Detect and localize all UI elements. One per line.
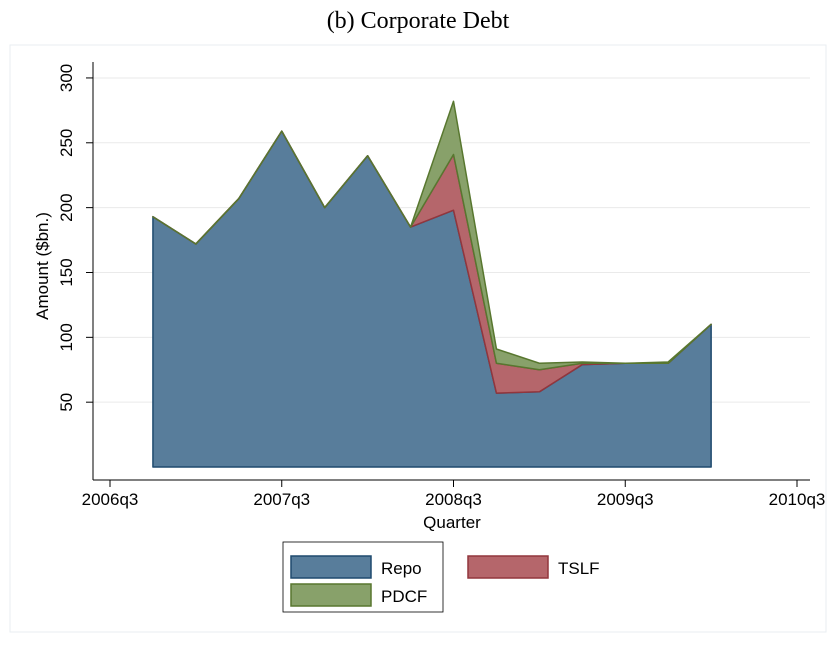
x-tick-label: 2006q3: [82, 490, 139, 509]
x-axis-label: Quarter: [423, 513, 481, 532]
chart-title: (b) Corporate Debt: [327, 8, 510, 34]
legend-label: TSLF: [558, 559, 600, 578]
x-tick-label: 2010q3: [769, 490, 826, 509]
legend-label: Repo: [381, 559, 422, 578]
y-axis-label: Amount ($bn.): [33, 212, 52, 320]
area: [152, 100, 712, 371]
x-tick-label: 2009q3: [597, 490, 654, 509]
y-tick-label: 250: [57, 129, 76, 157]
y-tick-label: 200: [57, 193, 76, 221]
x-tick-label: 2007q3: [253, 490, 310, 509]
legend-swatch: [467, 555, 549, 579]
x-tick-label: 2008q3: [425, 490, 482, 509]
legend-swatch: [290, 555, 372, 579]
legend-label: PDCF: [381, 587, 427, 606]
y-tick-label: 150: [57, 258, 76, 286]
y-tick-label: 50: [57, 393, 76, 412]
y-tick-label: 100: [57, 323, 76, 351]
legend-swatch: [290, 583, 372, 607]
y-tick-label: 300: [57, 64, 76, 92]
